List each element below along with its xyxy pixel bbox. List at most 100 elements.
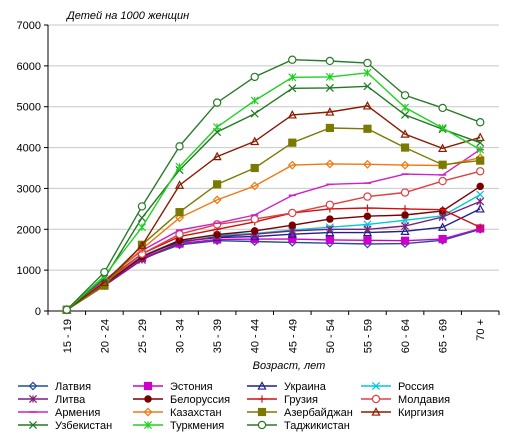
legend-label: Белоруссия bbox=[170, 394, 230, 406]
legend-label: Латвия bbox=[55, 381, 91, 393]
series-line bbox=[66, 200, 481, 311]
data-point bbox=[400, 91, 410, 100]
legend-label: Азербайджан bbox=[284, 407, 353, 419]
data-point bbox=[363, 68, 372, 77]
legend-label: Украина bbox=[284, 381, 327, 393]
x-tick-label: 35 - 39 bbox=[212, 319, 224, 353]
data-point bbox=[325, 56, 335, 66]
data-point bbox=[28, 394, 38, 404]
x-tick-label: 20 - 24 bbox=[99, 319, 111, 353]
data-point bbox=[362, 227, 373, 237]
data-point bbox=[363, 124, 372, 133]
legend-item: Узбекистан bbox=[18, 420, 112, 432]
x-tick-label: 60 - 64 bbox=[400, 319, 412, 353]
data-point bbox=[438, 103, 447, 113]
data-point bbox=[363, 236, 372, 245]
legend-label: Казахстан bbox=[170, 407, 222, 419]
data-point bbox=[137, 223, 146, 232]
data-point bbox=[476, 223, 484, 231]
data-point bbox=[475, 132, 485, 142]
data-point bbox=[400, 160, 410, 170]
y-tick-label: 4000 bbox=[17, 143, 41, 155]
series-line bbox=[66, 227, 481, 311]
legend-label: Армения bbox=[55, 407, 100, 419]
data-point bbox=[363, 225, 372, 234]
data-point bbox=[476, 138, 485, 147]
data-point bbox=[371, 407, 381, 416]
series bbox=[63, 204, 484, 314]
legend-item: Белоруссия bbox=[133, 394, 230, 406]
data-point bbox=[438, 123, 447, 132]
data-point bbox=[143, 381, 153, 391]
series bbox=[62, 55, 485, 314]
data-point bbox=[212, 98, 222, 107]
data-point bbox=[476, 182, 484, 191]
data-point bbox=[400, 236, 410, 245]
legend-label: Россия bbox=[398, 381, 434, 393]
data-point bbox=[476, 197, 485, 206]
data-point bbox=[288, 234, 297, 244]
data-point bbox=[476, 145, 485, 154]
x-tick-label: 30 - 34 bbox=[175, 319, 187, 353]
series bbox=[62, 82, 485, 314]
data-point bbox=[250, 214, 259, 224]
data-point bbox=[143, 420, 153, 430]
data-point bbox=[288, 84, 297, 93]
series-line bbox=[66, 193, 481, 311]
data-point bbox=[325, 235, 334, 245]
series bbox=[62, 203, 485, 314]
series-line bbox=[66, 149, 481, 311]
x-tick-label: 40 - 44 bbox=[250, 319, 262, 353]
data-point bbox=[400, 188, 410, 197]
data-point bbox=[438, 143, 448, 153]
series bbox=[63, 148, 484, 311]
series bbox=[62, 68, 485, 314]
legend-label: Молдавия bbox=[398, 394, 450, 406]
chart-title: Детей на 1000 женщин bbox=[65, 10, 189, 22]
data-point bbox=[400, 226, 410, 235]
data-point bbox=[325, 159, 335, 169]
legend-item: Азербайджан bbox=[247, 407, 353, 419]
data-point bbox=[325, 107, 335, 116]
data-point bbox=[363, 82, 372, 91]
data-point bbox=[213, 180, 222, 189]
x-tick-label: 25 - 29 bbox=[137, 319, 149, 353]
legend-label: Туркмения bbox=[170, 420, 224, 432]
data-point bbox=[325, 123, 334, 133]
data-point bbox=[363, 159, 372, 169]
data-point bbox=[401, 205, 409, 213]
legend-label: Таджикистан bbox=[284, 420, 350, 432]
y-tick-label: 2000 bbox=[17, 224, 41, 236]
data-point bbox=[401, 211, 409, 219]
data-point bbox=[143, 407, 153, 417]
data-point bbox=[137, 240, 147, 250]
data-point bbox=[175, 162, 184, 171]
x-tick-label: 15 - 19 bbox=[62, 319, 74, 353]
legend-label: Грузия bbox=[284, 394, 318, 406]
legend-item: Украина bbox=[247, 381, 327, 393]
data-point bbox=[100, 267, 109, 277]
series-line bbox=[66, 105, 481, 311]
data-point bbox=[250, 109, 259, 118]
data-point bbox=[476, 156, 485, 165]
data-point bbox=[401, 110, 410, 119]
data-point bbox=[325, 227, 335, 237]
series bbox=[62, 197, 485, 314]
data-point bbox=[438, 222, 448, 231]
data-point bbox=[250, 181, 260, 191]
data-point bbox=[325, 83, 334, 92]
legend-label: Литва bbox=[55, 394, 86, 406]
data-point bbox=[175, 142, 184, 151]
data-point bbox=[325, 200, 335, 209]
data-point bbox=[401, 103, 410, 112]
data-point bbox=[28, 420, 38, 430]
x-tick-label: 45 - 49 bbox=[287, 319, 299, 353]
data-point bbox=[250, 72, 259, 82]
data-point bbox=[258, 395, 266, 403]
series-line bbox=[66, 85, 481, 311]
data-point bbox=[438, 234, 447, 244]
data-point bbox=[439, 206, 447, 214]
data-point bbox=[257, 420, 267, 430]
legend-item: Армения bbox=[18, 407, 100, 419]
